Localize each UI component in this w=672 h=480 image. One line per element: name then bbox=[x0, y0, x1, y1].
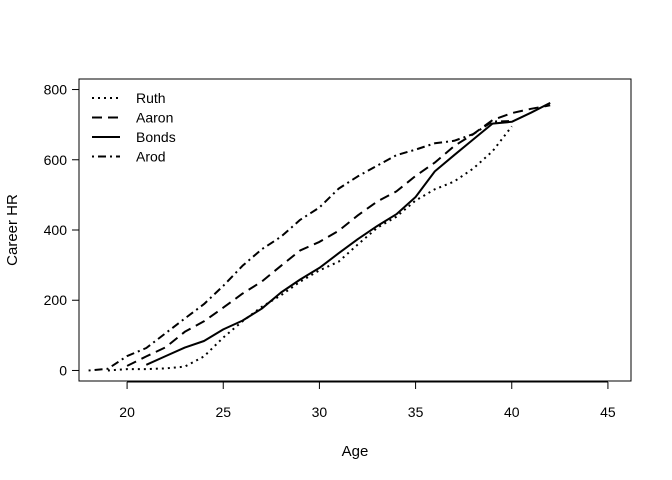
x-axis-label: Age bbox=[342, 443, 369, 460]
x-tick-label: 45 bbox=[600, 404, 616, 420]
y-axis: 0 200 400 600 800 bbox=[44, 82, 80, 378]
x-tick-label: 40 bbox=[504, 404, 520, 420]
legend-label: Bonds bbox=[136, 129, 176, 145]
legend-label: Aaron bbox=[136, 110, 173, 126]
legend-label: Arod bbox=[136, 149, 166, 165]
y-tick-label: 200 bbox=[44, 292, 68, 308]
series-line-ruth bbox=[107, 125, 513, 372]
x-tick-label: 35 bbox=[408, 404, 424, 420]
y-axis-label: Career HR bbox=[4, 194, 21, 266]
y-tick-label: 0 bbox=[59, 362, 67, 378]
x-axis: 20 25 30 35 40 45 bbox=[119, 381, 616, 420]
legend-label: Ruth bbox=[136, 90, 166, 106]
series-line-bonds bbox=[145, 102, 551, 366]
series-line-arod bbox=[88, 120, 512, 372]
y-tick-label: 800 bbox=[44, 82, 68, 98]
y-tick-label: 400 bbox=[44, 222, 68, 238]
x-tick-label: 20 bbox=[119, 404, 135, 420]
plot-lines bbox=[88, 102, 551, 372]
legend: Ruth Aaron Bonds Arod bbox=[92, 90, 176, 165]
x-tick-label: 25 bbox=[215, 404, 231, 420]
x-tick-label: 30 bbox=[312, 404, 328, 420]
series-line-aaron bbox=[126, 104, 551, 367]
y-tick-label: 600 bbox=[44, 152, 68, 168]
